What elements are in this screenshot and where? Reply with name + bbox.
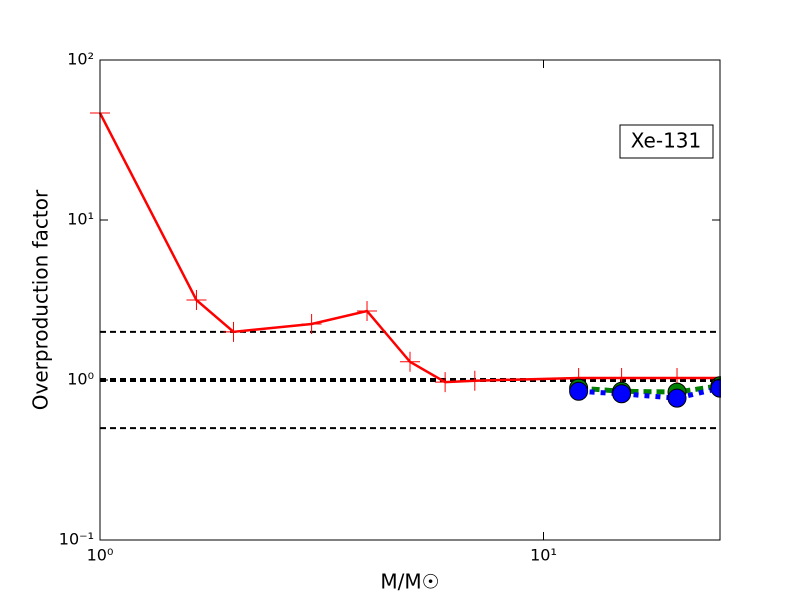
annotation: Xe-131 [631, 129, 702, 153]
y-tick-label: 10¹ [67, 210, 94, 229]
marker [400, 351, 420, 372]
marker [569, 381, 589, 401]
x-tick-label: 10¹ [530, 546, 557, 565]
marker [301, 313, 322, 334]
marker [186, 290, 207, 311]
x-axis-label: M/M☉ [380, 570, 439, 594]
y-axis-label: Overproduction factor [29, 189, 53, 410]
marker [667, 388, 687, 408]
marker [357, 300, 378, 321]
x-tick-label: 10⁰ [87, 546, 114, 565]
marker [464, 370, 485, 391]
y-tick-label: 10⁻¹ [59, 530, 94, 549]
y-tick-label: 10² [67, 50, 94, 69]
series-line [578, 383, 721, 395]
marker [435, 372, 456, 393]
annotation-box [619, 124, 714, 159]
series-line [578, 385, 721, 401]
right-mask [721, 0, 800, 600]
marker [223, 321, 244, 342]
marker [612, 384, 632, 404]
y-tick-label: 10⁰ [67, 370, 94, 389]
axes-frame [99, 59, 721, 541]
